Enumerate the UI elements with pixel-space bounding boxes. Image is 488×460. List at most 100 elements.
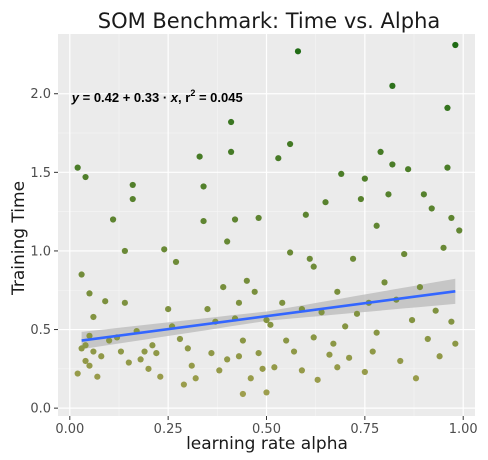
data-point xyxy=(322,199,328,205)
y-tick-label: 0.5 xyxy=(30,323,51,338)
data-point xyxy=(256,350,262,356)
data-point xyxy=(267,322,273,328)
data-point xyxy=(425,336,431,342)
y-tick-label: 1.0 xyxy=(30,244,51,259)
y-tick-label: 1.5 xyxy=(30,166,51,181)
data-point xyxy=(193,375,199,381)
data-point xyxy=(385,191,391,197)
data-point xyxy=(299,367,305,373)
data-point xyxy=(122,248,128,254)
data-point xyxy=(429,205,435,211)
x-tick-label: 1.00 xyxy=(449,422,478,437)
data-point xyxy=(90,314,96,320)
data-point xyxy=(263,389,269,395)
data-point xyxy=(75,370,81,376)
data-point xyxy=(141,348,147,354)
data-point xyxy=(334,364,340,370)
data-point xyxy=(350,256,356,262)
data-point xyxy=(448,215,454,221)
data-point xyxy=(82,342,88,348)
data-point xyxy=(409,317,415,323)
data-point xyxy=(161,246,167,252)
data-point xyxy=(90,348,96,354)
x-axis-title: learning rate alpha xyxy=(186,434,348,454)
data-point xyxy=(448,319,454,325)
data-point xyxy=(86,363,92,369)
data-point xyxy=(311,264,317,270)
data-point xyxy=(98,353,104,359)
data-point xyxy=(236,353,242,359)
data-point xyxy=(374,330,380,336)
data-point xyxy=(177,336,183,342)
data-point xyxy=(397,358,403,364)
data-point xyxy=(256,215,262,221)
data-point xyxy=(421,191,427,197)
data-point xyxy=(220,284,226,290)
data-point xyxy=(197,154,203,160)
data-point xyxy=(311,334,317,340)
x-tick-label: 0.00 xyxy=(55,422,84,437)
chart-title: SOM Benchmark: Time vs. Alpha xyxy=(98,9,441,33)
data-point xyxy=(334,289,340,295)
data-point xyxy=(444,165,450,171)
data-point xyxy=(275,155,281,161)
data-point xyxy=(303,212,309,218)
data-point xyxy=(208,350,214,356)
data-point xyxy=(244,278,250,284)
y-tick-label: 2.0 xyxy=(30,87,51,102)
x-tick-label: 0.25 xyxy=(154,422,183,437)
data-point xyxy=(165,306,171,312)
data-point xyxy=(181,381,187,387)
data-point xyxy=(118,348,124,354)
data-point xyxy=(130,196,136,202)
data-point xyxy=(279,300,285,306)
data-point xyxy=(185,345,191,351)
data-point xyxy=(338,171,344,177)
data-point xyxy=(252,289,258,295)
data-point xyxy=(200,218,206,224)
data-point xyxy=(444,105,450,111)
data-point xyxy=(433,308,439,314)
data-point xyxy=(377,149,383,155)
data-point xyxy=(224,238,230,244)
data-point xyxy=(283,337,289,343)
data-point xyxy=(145,366,151,372)
data-point xyxy=(236,300,242,306)
data-point xyxy=(232,216,238,222)
data-point xyxy=(307,256,313,262)
data-point xyxy=(362,176,368,182)
data-point xyxy=(436,353,442,359)
data-point xyxy=(224,356,230,362)
data-point xyxy=(291,348,297,354)
data-point xyxy=(401,251,407,257)
regression-equation: y = 0.42 + 0.33 · x, r2 = 0.045 xyxy=(71,88,243,105)
data-point xyxy=(354,311,360,317)
data-point xyxy=(228,149,234,155)
data-point xyxy=(271,364,277,370)
data-point xyxy=(79,271,85,277)
y-axis-title: Training Time xyxy=(9,181,29,296)
data-point xyxy=(228,119,234,125)
data-point xyxy=(173,259,179,265)
data-point xyxy=(86,290,92,296)
x-tick-label: 0.75 xyxy=(350,422,379,437)
data-point xyxy=(110,216,116,222)
y-axis: 0.0 0.5 1.0 1.5 2.0 xyxy=(30,87,58,416)
data-point xyxy=(153,350,159,356)
data-point xyxy=(126,359,132,365)
data-point xyxy=(342,323,348,329)
data-point xyxy=(440,245,446,251)
data-point xyxy=(75,165,81,171)
data-point xyxy=(389,83,395,89)
data-point xyxy=(82,174,88,180)
data-point xyxy=(94,374,100,380)
data-point xyxy=(149,342,155,348)
data-point xyxy=(200,183,206,189)
data-point xyxy=(295,48,301,54)
data-point xyxy=(452,42,458,48)
data-point xyxy=(381,279,387,285)
data-point xyxy=(346,355,352,361)
data-point xyxy=(417,284,423,290)
y-tick-label: 0.0 xyxy=(30,402,51,417)
